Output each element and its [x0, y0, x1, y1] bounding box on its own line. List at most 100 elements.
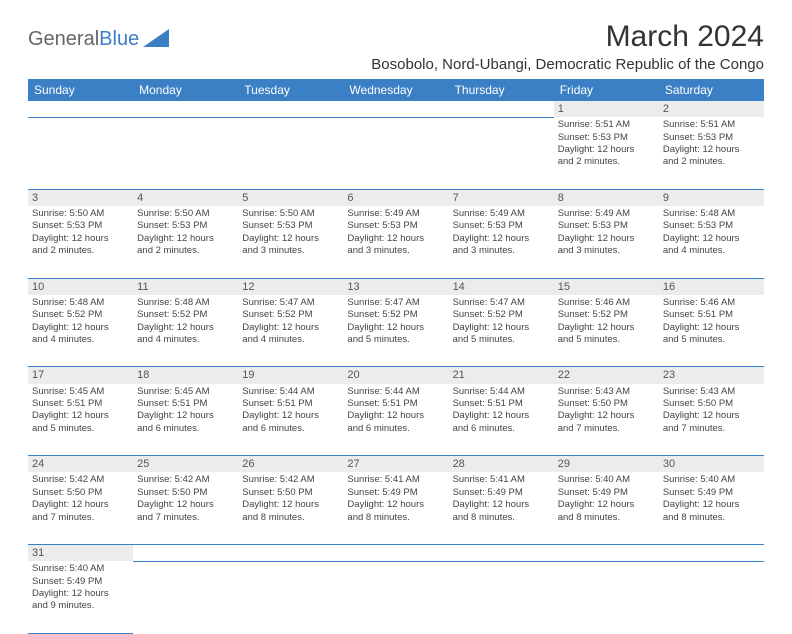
day-d1: Daylight: 12 hours [663, 233, 760, 245]
day-cell: Sunrise: 5:50 AMSunset: 5:53 PMDaylight:… [28, 206, 133, 278]
day-number: 6 [343, 189, 448, 206]
day-ss: Sunset: 5:52 PM [137, 309, 234, 321]
weekday-header: Tuesday [238, 79, 343, 101]
day-sr: Sunrise: 5:48 AM [32, 297, 129, 309]
day-d2: and 5 minutes. [32, 423, 129, 435]
day-number-row: 12 [28, 101, 764, 117]
day-cell: Sunrise: 5:47 AMSunset: 5:52 PMDaylight:… [238, 295, 343, 367]
day-data-row: Sunrise: 5:50 AMSunset: 5:53 PMDaylight:… [28, 206, 764, 278]
day-sr: Sunrise: 5:48 AM [663, 208, 760, 220]
day-d2: and 5 minutes. [453, 334, 550, 346]
day-d1: Daylight: 12 hours [663, 144, 760, 156]
day-sr: Sunrise: 5:44 AM [347, 386, 444, 398]
day-d2: and 7 minutes. [558, 423, 655, 435]
day-d1: Daylight: 12 hours [32, 499, 129, 511]
day-sr: Sunrise: 5:50 AM [137, 208, 234, 220]
day-d1: Daylight: 12 hours [663, 499, 760, 511]
day-number: 1 [554, 101, 659, 117]
empty-cell [343, 544, 448, 561]
empty-cell [554, 561, 659, 633]
day-d2: and 4 minutes. [32, 334, 129, 346]
day-number: 5 [238, 189, 343, 206]
day-d2: and 3 minutes. [558, 245, 655, 257]
day-d1: Daylight: 12 hours [347, 410, 444, 422]
day-cell: Sunrise: 5:48 AMSunset: 5:52 PMDaylight:… [133, 295, 238, 367]
day-ss: Sunset: 5:49 PM [453, 487, 550, 499]
day-d2: and 4 minutes. [242, 334, 339, 346]
day-d2: and 8 minutes. [242, 512, 339, 524]
weekday-header: Saturday [659, 79, 764, 101]
day-ss: Sunset: 5:50 PM [242, 487, 339, 499]
day-d1: Daylight: 12 hours [663, 410, 760, 422]
day-number-row: 10111213141516 [28, 278, 764, 295]
empty-cell [238, 544, 343, 561]
day-d2: and 5 minutes. [558, 334, 655, 346]
day-d2: and 2 minutes. [663, 156, 760, 168]
day-d2: and 6 minutes. [242, 423, 339, 435]
empty-cell [133, 561, 238, 633]
weekday-header: Monday [133, 79, 238, 101]
day-sr: Sunrise: 5:49 AM [453, 208, 550, 220]
location-text: Bosobolo, Nord-Ubangi, Democratic Republ… [371, 56, 764, 73]
day-d1: Daylight: 12 hours [137, 499, 234, 511]
day-d2: and 7 minutes. [137, 512, 234, 524]
day-ss: Sunset: 5:50 PM [32, 487, 129, 499]
day-sr: Sunrise: 5:50 AM [32, 208, 129, 220]
day-number: 22 [554, 367, 659, 384]
day-d2: and 8 minutes. [347, 512, 444, 524]
day-d1: Daylight: 12 hours [347, 322, 444, 334]
day-ss: Sunset: 5:49 PM [32, 576, 129, 588]
day-cell: Sunrise: 5:49 AMSunset: 5:53 PMDaylight:… [343, 206, 448, 278]
day-sr: Sunrise: 5:51 AM [663, 119, 760, 131]
day-number: 19 [238, 367, 343, 384]
day-ss: Sunset: 5:50 PM [558, 398, 655, 410]
day-number: 26 [238, 456, 343, 473]
day-number: 16 [659, 278, 764, 295]
empty-cell [133, 101, 238, 117]
day-number: 24 [28, 456, 133, 473]
day-d2: and 6 minutes. [347, 423, 444, 435]
day-d1: Daylight: 12 hours [347, 233, 444, 245]
day-d2: and 7 minutes. [32, 512, 129, 524]
day-number: 20 [343, 367, 448, 384]
day-number-row: 24252627282930 [28, 456, 764, 473]
day-ss: Sunset: 5:53 PM [558, 132, 655, 144]
day-d1: Daylight: 12 hours [558, 410, 655, 422]
day-data-row: Sunrise: 5:48 AMSunset: 5:52 PMDaylight:… [28, 295, 764, 367]
weekday-header: Thursday [449, 79, 554, 101]
day-ss: Sunset: 5:52 PM [242, 309, 339, 321]
day-ss: Sunset: 5:53 PM [242, 220, 339, 232]
day-cell: Sunrise: 5:40 AMSunset: 5:49 PMDaylight:… [659, 472, 764, 544]
day-data-row: Sunrise: 5:45 AMSunset: 5:51 PMDaylight:… [28, 384, 764, 456]
day-d1: Daylight: 12 hours [453, 233, 550, 245]
empty-cell [343, 117, 448, 189]
day-ss: Sunset: 5:52 PM [32, 309, 129, 321]
day-number: 30 [659, 456, 764, 473]
weekday-header: Friday [554, 79, 659, 101]
day-d2: and 2 minutes. [137, 245, 234, 257]
day-ss: Sunset: 5:53 PM [663, 132, 760, 144]
day-cell: Sunrise: 5:40 AMSunset: 5:49 PMDaylight:… [554, 472, 659, 544]
weekday-header: Wednesday [343, 79, 448, 101]
day-number: 4 [133, 189, 238, 206]
day-number: 31 [28, 544, 133, 561]
day-d2: and 2 minutes. [32, 245, 129, 257]
day-cell: Sunrise: 5:49 AMSunset: 5:53 PMDaylight:… [449, 206, 554, 278]
day-d1: Daylight: 12 hours [558, 499, 655, 511]
day-sr: Sunrise: 5:40 AM [663, 474, 760, 486]
day-cell: Sunrise: 5:49 AMSunset: 5:53 PMDaylight:… [554, 206, 659, 278]
day-sr: Sunrise: 5:46 AM [558, 297, 655, 309]
day-sr: Sunrise: 5:51 AM [558, 119, 655, 131]
day-cell: Sunrise: 5:46 AMSunset: 5:51 PMDaylight:… [659, 295, 764, 367]
day-d2: and 8 minutes. [558, 512, 655, 524]
empty-cell [238, 561, 343, 633]
day-ss: Sunset: 5:53 PM [558, 220, 655, 232]
day-cell: Sunrise: 5:42 AMSunset: 5:50 PMDaylight:… [133, 472, 238, 544]
day-cell: Sunrise: 5:47 AMSunset: 5:52 PMDaylight:… [449, 295, 554, 367]
day-cell: Sunrise: 5:47 AMSunset: 5:52 PMDaylight:… [343, 295, 448, 367]
day-d1: Daylight: 12 hours [242, 410, 339, 422]
day-ss: Sunset: 5:53 PM [137, 220, 234, 232]
day-d2: and 3 minutes. [242, 245, 339, 257]
day-sr: Sunrise: 5:46 AM [663, 297, 760, 309]
header-right: March 2024 Bosobolo, Nord-Ubangi, Democr… [371, 20, 764, 73]
